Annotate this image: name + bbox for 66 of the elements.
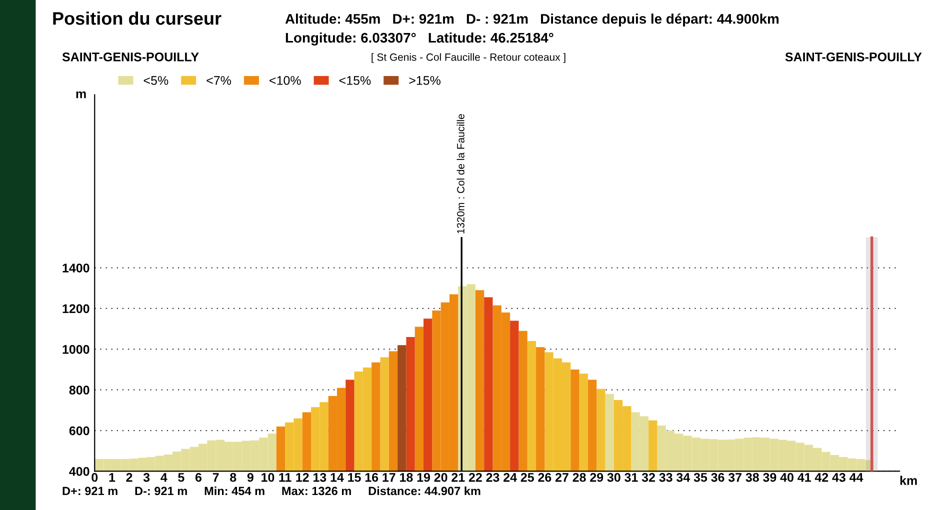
x-tick-label: 0 [92,472,98,482]
x-tick-label: 13 [313,472,326,482]
x-tick-label: 2 [126,472,132,482]
x-tick-label: 43 [832,472,846,482]
legend-label: <7% [206,76,232,85]
x-tick-label: 6 [195,472,202,482]
text: D+: 921 m D-: 921 m Min: 454 m Max: 1326 m Distance: 44.907 km [62,486,480,496]
legend-label: <5% [144,76,168,85]
text: Longitude: 6.03307° Latitude: 46.25184° [286,32,554,46]
x-tick-label: 33 [659,472,672,482]
x-tick-label: 22 [468,472,482,482]
x-tick-label: 40 [780,472,794,482]
x-tick-label: 35 [694,472,708,482]
x-tick-label: 15 [348,473,361,482]
ref-line-label: 1320m : Col de la Faucille [456,114,464,234]
y-tick-label: 1400 [62,264,90,272]
x-tick-label: 19 [417,472,430,482]
x-tick-label: 37 [728,472,742,482]
x-tick-label: 10 [262,472,274,482]
x-tick-label: 24 [504,472,517,482]
x-tick-label: 32 [642,472,655,482]
x-tick-label: 5 [178,473,184,482]
text: SAINT-GENIS-POUILLY [62,52,199,62]
x-tick-label: 23 [486,472,500,482]
x-tick-label: 14 [330,473,344,482]
x-tick-label: 7 [212,473,219,482]
x-tick-label: 25 [520,472,534,482]
y-tick-label: 800 [69,386,90,395]
x-tick-label: 41 [798,473,811,482]
x-tick-label: 34 [676,472,690,482]
x-tick-label: 42 [814,472,828,482]
x-tick-label: 20 [434,472,448,482]
x-tick-label: 9 [247,472,254,482]
y-tick-label: 600 [69,426,90,436]
y-tick-label: 400 [69,467,90,476]
x-tick-label: 8 [230,472,236,482]
legend-label: <10% [270,76,301,85]
y-tick-label: 1200 [62,304,90,314]
x-tick-label: 16 [365,472,378,482]
legend-label: >15% [409,76,440,85]
x-tick-label: 31 [624,472,638,482]
x-tick-label: 17 [382,473,396,482]
x-tick-label: 1 [109,473,116,482]
x-tick-label: 3 [143,472,150,482]
x-tick-label: 28 [572,472,586,482]
x-tick-label: 44 [849,473,864,482]
x-tick-label: 27 [555,472,568,482]
x-tick-label: 29 [590,472,604,482]
x-tick-label: 30 [607,472,620,482]
x-tick-label: 11 [279,473,292,482]
text: Altitude: 455m D+: 921m D- : 921m Distance depuis le départ: 44.900km [285,13,779,27]
y-tick-label: 1000 [62,344,90,354]
x-axis-title: km [900,476,917,485]
x-tick-label: 12 [296,472,309,482]
y-axis-title: m [76,91,86,98]
x-tick-label: 38 [746,472,759,482]
legend-label: <15% [339,76,371,85]
chart-title: Position du curseur [53,12,222,25]
x-tick-label: 18 [400,472,413,482]
text: SAINT-GENIS-POUILLY [785,52,922,62]
x-tick-label: 26 [538,472,552,482]
x-tick-label: 36 [711,472,724,482]
x-tick-label: 4 [160,473,168,482]
chart-subtitle: [ St Genis - Col Faucille - Retour coteaux ] [372,53,566,63]
x-tick-label: 21 [452,472,465,482]
x-tick-label: 39 [763,472,776,482]
